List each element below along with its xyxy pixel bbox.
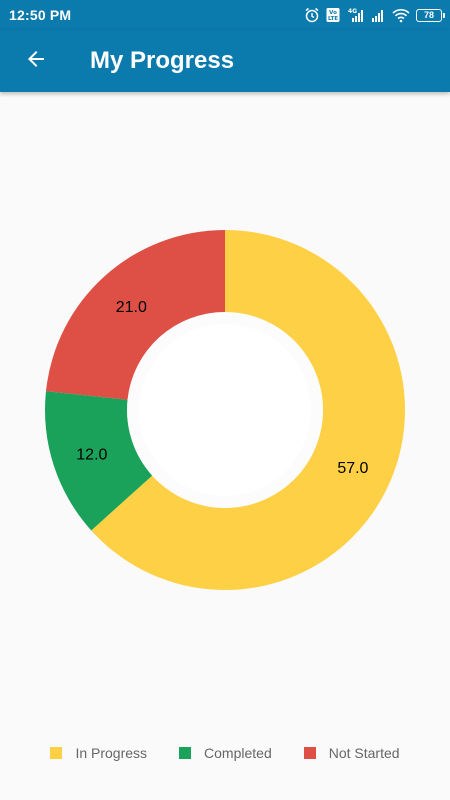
donut-chart: 57.0 12.0 21.0: [44, 230, 405, 590]
slice-not-started[interactable]: [45, 230, 226, 400]
slice-in-progress[interactable]: [91, 230, 405, 590]
signal-icon: 4G: [346, 7, 364, 23]
wifi-icon: [392, 7, 410, 23]
svg-text:LTE: LTE: [328, 16, 338, 22]
legend-item-not-started[interactable]: Not Started: [303, 745, 400, 761]
legend-item-completed[interactable]: Completed: [179, 745, 272, 761]
chart-legend: In Progress Completed Not Started: [0, 735, 450, 771]
app-bar: My Progress: [0, 30, 450, 92]
status-time: 12:50 PM: [9, 7, 72, 23]
slice-label-not-started: 21.0: [116, 299, 147, 316]
back-button[interactable]: [8, 33, 64, 89]
slice-label-in-progress: 57.0: [337, 460, 368, 477]
arrow-back-icon: [24, 47, 48, 76]
progress-chart: 57.0 12.0 21.0: [0, 92, 450, 732]
legend-swatch-completed: [179, 747, 192, 759]
donut-hole: [139, 324, 311, 496]
legend-label-completed: Completed: [204, 745, 272, 761]
status-bar: 12:50 PM Vo LTE 4G 78: [0, 0, 450, 30]
battery-icon: 78: [416, 8, 445, 22]
legend-item-in-progress[interactable]: In Progress: [50, 745, 147, 761]
svg-text:Vo: Vo: [329, 10, 337, 16]
legend-swatch-not-started: [303, 747, 316, 759]
slice-completed[interactable]: [44, 391, 153, 531]
status-icons: Vo LTE 4G 78: [304, 7, 445, 23]
page-title: My Progress: [90, 47, 235, 74]
signal-icon-2: [370, 7, 386, 23]
legend-label-in-progress: In Progress: [75, 745, 148, 761]
volte-icon: Vo LTE: [326, 7, 340, 23]
legend-swatch-in-progress: [50, 747, 63, 759]
alarm-icon: [304, 7, 320, 23]
legend-label-not-started: Not Started: [328, 745, 400, 761]
slice-label-completed: 12.0: [76, 446, 107, 463]
donut-inner-ring: [127, 312, 323, 508]
svg-text:4G: 4G: [348, 8, 357, 15]
